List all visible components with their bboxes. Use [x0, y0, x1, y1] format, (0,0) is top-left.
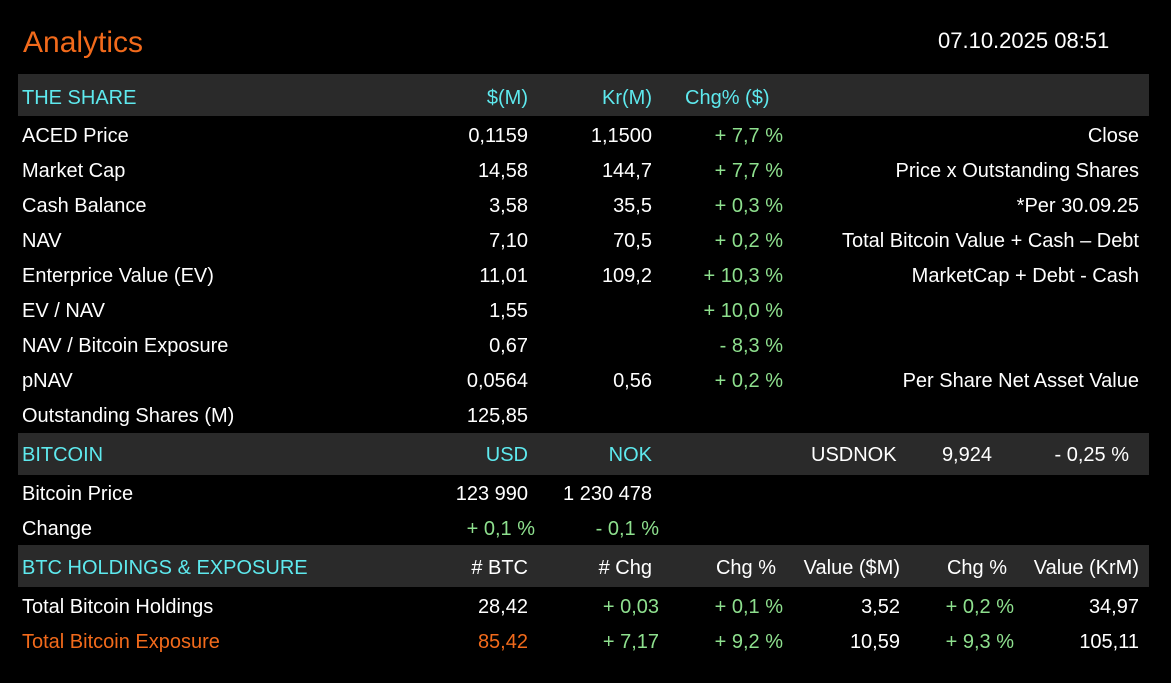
share-row-usd: 7,10 — [489, 230, 528, 252]
share-heading: THE SHARE — [22, 87, 137, 109]
bitcoin-price-usd: 123 990 — [455, 483, 528, 505]
share-row-nok: 35,5 — [613, 195, 652, 217]
share-row-usd: 11,01 — [479, 265, 528, 287]
share-row-chg: + 7,7 % — [714, 125, 783, 147]
holdings-row-chg: + 7,17 — [602, 631, 659, 653]
share-row-label: Cash Balance — [22, 195, 147, 217]
holdings-header-band — [18, 545, 1149, 587]
share-row-chg: + 0,3 % — [714, 195, 783, 217]
share-row-nok: 1,1500 — [590, 125, 652, 147]
share-row-label: EV / NAV — [22, 300, 105, 322]
share-row-label: NAV / Bitcoin Exposure — [22, 335, 229, 357]
bitcoin-price-label: Bitcoin Price — [22, 483, 134, 505]
share-row-note: Close — [1087, 125, 1139, 147]
holdings-row-value-nok: 105,11 — [1079, 631, 1139, 653]
share-row-label: NAV — [22, 230, 62, 252]
holdings-row-value-usd: 3,52 — [861, 596, 900, 618]
holdings-row-value-usd: 10,59 — [849, 631, 900, 653]
share-row-usd: 125,85 — [466, 405, 528, 427]
share-row-nok: 0,56 — [613, 370, 652, 392]
page-title: Analytics — [23, 26, 144, 59]
fx-change: - 0,25 % — [1054, 444, 1129, 466]
fx-value: 9,924 — [941, 444, 992, 466]
bitcoin-change-nok: - 0,1 % — [595, 518, 659, 540]
share-col-usd: $(M) — [486, 87, 528, 109]
share-row-nok: 70,5 — [613, 230, 652, 252]
holdings-row-chg: + 0,03 — [602, 596, 659, 618]
share-row-chg: + 0,2 % — [714, 230, 783, 252]
holdings-row-btc: 85,42 — [477, 631, 528, 653]
bitcoin-change-label: Change — [22, 518, 93, 540]
share-row-chg: - 8,3 % — [719, 335, 783, 357]
holdings-col-chg-pct: Chg % — [715, 557, 776, 579]
share-row-label: pNAV — [22, 370, 73, 392]
bitcoin-change-usd: + 0,1 % — [466, 518, 535, 540]
share-col-chg: Chg% ($) — [685, 87, 770, 109]
share-row-note: Total Bitcoin Value + Cash – Debt — [841, 230, 1139, 252]
share-row-usd: 0,0564 — [466, 370, 528, 392]
holdings-heading: BTC HOLDINGS & EXPOSURE — [22, 557, 308, 579]
share-row-usd: 14,58 — [477, 160, 528, 182]
share-row-usd: 0,67 — [489, 335, 528, 357]
share-row-nok: 144,7 — [601, 160, 652, 182]
holdings-row-chg-pct: + 0,1 % — [714, 596, 783, 618]
share-row-label: Enterprice Value (EV) — [22, 265, 214, 287]
bitcoin-heading: BITCOIN — [22, 444, 104, 466]
bitcoin-col-nok: NOK — [608, 444, 652, 466]
holdings-row-value-chg: + 9,3 % — [945, 631, 1014, 653]
share-row-chg: + 7,7 % — [714, 160, 783, 182]
share-header-band — [18, 74, 1149, 116]
bitcoin-col-usd: USD — [485, 444, 528, 466]
share-row-usd: 1,55 — [489, 300, 528, 322]
bitcoin-header-band — [18, 433, 1149, 475]
share-row-label: Market Cap — [22, 160, 126, 182]
share-row-note: *Per 30.09.25 — [1016, 195, 1139, 217]
share-row-note: Per Share Net Asset Value — [902, 370, 1139, 392]
share-row-usd: 3,58 — [489, 195, 528, 217]
holdings-row-btc: 28,42 — [477, 596, 528, 618]
bitcoin-price-nok: 1 230 478 — [563, 483, 652, 505]
share-row-label: ACED Price — [22, 125, 129, 147]
share-row-note: MarketCap + Debt - Cash — [911, 265, 1139, 287]
holdings-row-value-nok: 34,97 — [1088, 596, 1139, 618]
fx-label: USDNOK — [811, 444, 897, 466]
share-row-label: Outstanding Shares (M) — [22, 405, 235, 427]
share-row-chg: + 10,3 % — [703, 265, 783, 287]
share-row-usd: 0,1159 — [468, 125, 528, 147]
timestamp: 07.10.2025 08:51 — [938, 28, 1110, 53]
share-row-nok: 109,2 — [601, 265, 652, 287]
share-row-chg: + 0,2 % — [714, 370, 783, 392]
holdings-row-label: Total Bitcoin Exposure — [22, 631, 220, 653]
share-col-nok: Kr(M) — [602, 87, 652, 109]
share-row-note: Price x Outstanding Shares — [895, 160, 1139, 182]
share-row-chg: + 10,0 % — [703, 300, 783, 322]
holdings-row-value-chg: + 0,2 % — [945, 596, 1014, 618]
holdings-row-chg-pct: + 9,2 % — [714, 631, 783, 653]
holdings-col-chg: # Chg — [598, 557, 652, 579]
holdings-col-btc: # BTC — [471, 557, 528, 579]
holdings-row-label: Total Bitcoin Holdings — [22, 596, 214, 618]
holdings-col-value-usd: Value ($M) — [803, 557, 900, 579]
holdings-col-value-nok: Value (KrM) — [1033, 557, 1139, 579]
holdings-col-value-chg: Chg % — [946, 557, 1007, 579]
